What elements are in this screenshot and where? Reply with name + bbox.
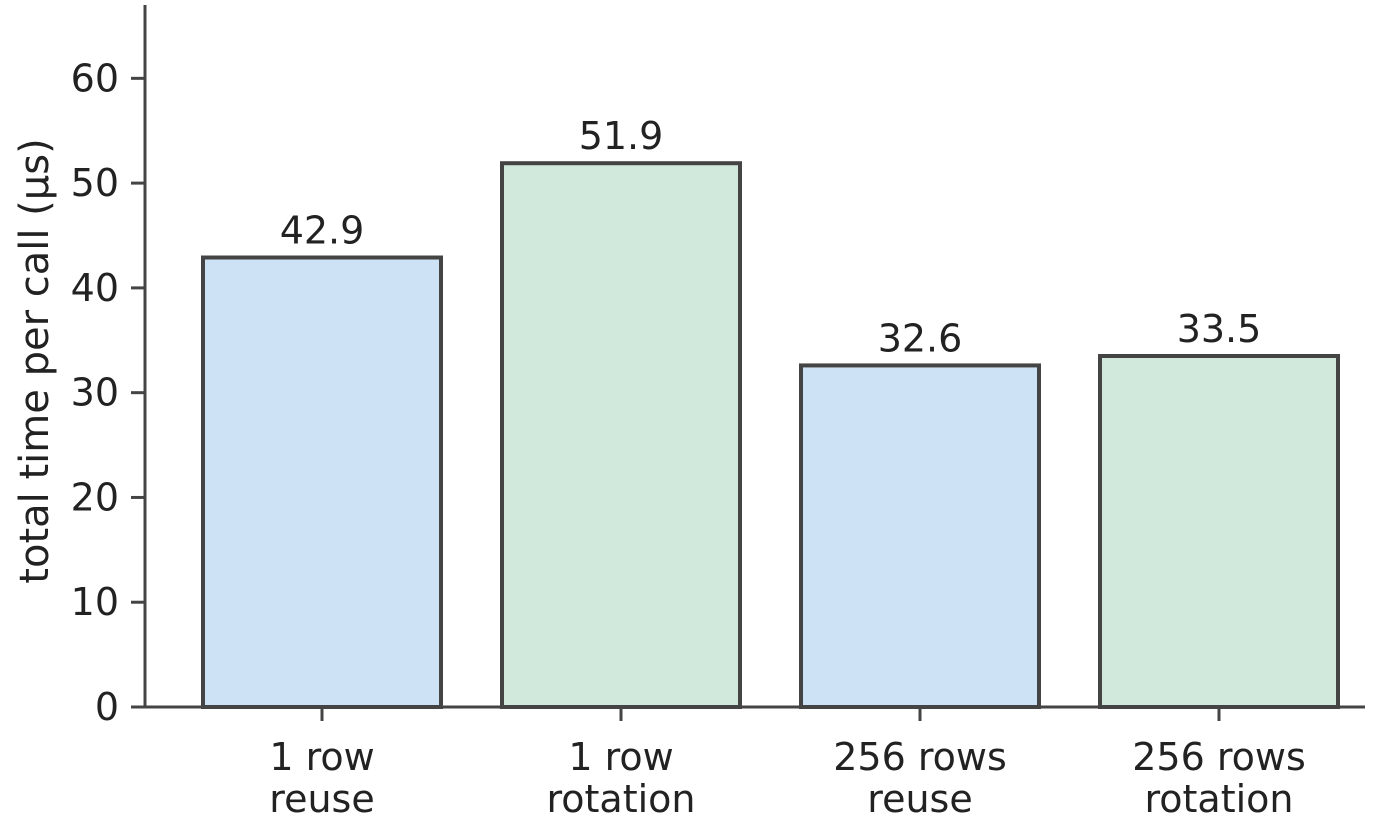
y-tick-label: 60 (71, 56, 119, 100)
y-tick-label: 0 (95, 685, 119, 729)
bar (500, 161, 742, 710)
bar-data-label: 51.9 (579, 114, 664, 158)
bar-data-label: 42.9 (280, 209, 365, 253)
y-tick-label: 20 (71, 475, 119, 519)
x-tick-label: rotation (546, 777, 695, 821)
axes-layer (143, 5, 1365, 709)
x-tick-label: 1 row (568, 735, 673, 779)
y-tick-label: 30 (71, 371, 119, 415)
x-tick-label: reuse (269, 777, 374, 821)
y-tick-label: 40 (71, 266, 119, 310)
x-tick-label: 1 row (269, 735, 374, 779)
bar (201, 255, 443, 709)
data-labels-layer: 42.9 51.9 32.6 33.5 (280, 114, 1262, 360)
bar-data-label: 33.5 (1177, 307, 1262, 351)
x-tick-label: 256 rows (833, 735, 1007, 779)
y-ticks-layer: 0 10 20 30 40 50 60 (71, 56, 145, 729)
x-tick-label: reuse (867, 777, 972, 821)
y-tick-label: 50 (71, 161, 119, 205)
bar-data-label: 32.6 (878, 316, 963, 360)
bar (799, 363, 1041, 709)
y-axis-title: total time per call (µs) (12, 138, 58, 583)
bar (1098, 354, 1340, 709)
bars-layer (201, 161, 1340, 710)
x-tick-label: 256 rows (1132, 735, 1306, 779)
x-tick-label: rotation (1144, 777, 1293, 821)
y-tick-label: 10 (71, 580, 119, 624)
